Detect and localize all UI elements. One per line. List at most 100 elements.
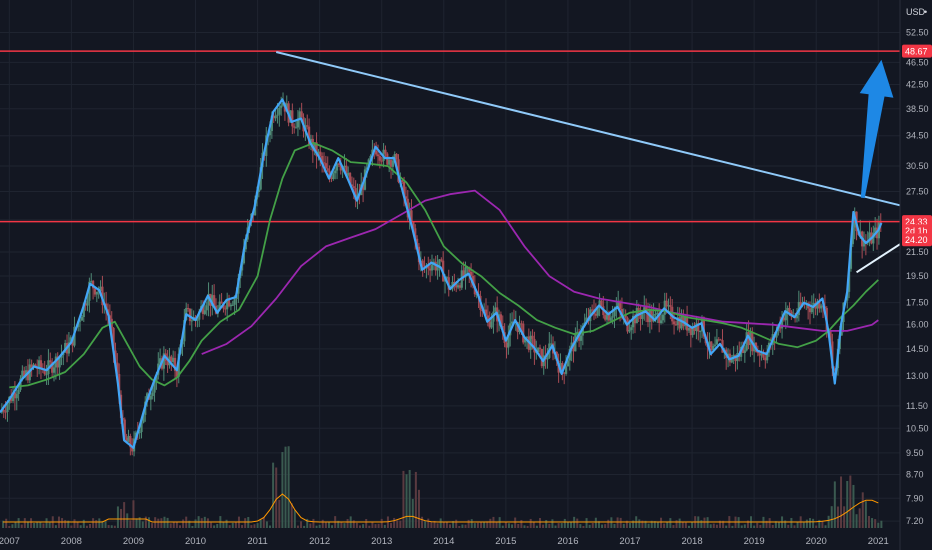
candle-body bbox=[756, 351, 759, 354]
candle-body bbox=[173, 357, 177, 371]
volume-bar bbox=[157, 518, 160, 528]
candle-body bbox=[600, 300, 603, 307]
candle-body bbox=[335, 163, 339, 171]
y-tick-label: 7.90 bbox=[906, 493, 924, 503]
candle-body bbox=[680, 316, 683, 329]
y-tick-label: 9.50 bbox=[906, 448, 924, 458]
volume-bar bbox=[17, 518, 20, 528]
candle-body bbox=[596, 307, 599, 316]
volume-bar bbox=[504, 522, 507, 528]
candle-body bbox=[808, 308, 812, 313]
grid bbox=[0, 0, 900, 528]
x-tick-label: 2014 bbox=[433, 536, 454, 547]
volume-bar bbox=[489, 518, 492, 528]
x-tick-label: 2016 bbox=[557, 536, 578, 547]
candle-body bbox=[717, 339, 720, 341]
candle-body bbox=[665, 300, 668, 307]
trendlines[interactable] bbox=[275, 51, 901, 274]
candle-body bbox=[155, 374, 158, 383]
candle-body bbox=[24, 370, 28, 377]
candle-body bbox=[39, 360, 43, 369]
candle-body bbox=[270, 115, 273, 132]
candle-body bbox=[170, 356, 173, 363]
volume-bar bbox=[684, 522, 687, 528]
candle-body bbox=[710, 341, 713, 351]
volume-bar bbox=[507, 523, 510, 528]
series-ma-short bbox=[9, 142, 879, 389]
x-tick-label: 2012 bbox=[309, 536, 330, 547]
volume-bar bbox=[343, 523, 346, 528]
volume-bar bbox=[405, 474, 408, 528]
x-tick-label: 2008 bbox=[61, 536, 82, 547]
volume-bar bbox=[439, 518, 442, 528]
candle-body bbox=[639, 314, 642, 319]
volume-bar bbox=[833, 481, 836, 528]
volume-bar bbox=[501, 525, 504, 528]
price-badge-label: 24.20 bbox=[905, 235, 928, 245]
candle-body bbox=[743, 350, 746, 353]
volume-bar bbox=[160, 518, 163, 528]
candle-body bbox=[438, 259, 441, 267]
volume-bar bbox=[262, 516, 265, 528]
volume-bar bbox=[169, 523, 172, 528]
volume-bar bbox=[455, 519, 458, 528]
candle-body bbox=[352, 186, 355, 189]
volume-bar bbox=[855, 514, 858, 528]
volume-bar bbox=[765, 520, 768, 528]
candle-body bbox=[630, 327, 633, 331]
volume-bar bbox=[818, 519, 821, 528]
volume-bar bbox=[315, 525, 318, 528]
volume-bar bbox=[98, 518, 101, 528]
volume-bar bbox=[629, 523, 631, 528]
candle-body bbox=[205, 305, 208, 311]
x-tick-label: 2007 bbox=[0, 536, 20, 547]
candle-body bbox=[810, 307, 813, 313]
candle-body bbox=[585, 317, 588, 323]
time-axis[interactable]: 2007 2008 2009 2010 2011 2012 2013 2014 2015 2016… bbox=[0, 536, 889, 547]
volume-bar bbox=[337, 520, 340, 528]
volume-bar bbox=[557, 523, 560, 528]
candle-body bbox=[470, 271, 473, 276]
volume-bar bbox=[771, 524, 774, 528]
up-arrow[interactable] bbox=[859, 59, 894, 199]
volume-bar bbox=[371, 521, 374, 528]
candle-body bbox=[88, 281, 91, 301]
volume-bar bbox=[172, 521, 175, 528]
candle-body bbox=[142, 414, 145, 423]
candle-body bbox=[116, 362, 119, 375]
volume-bar bbox=[200, 518, 203, 528]
horizontal-lines[interactable] bbox=[0, 50, 900, 223]
volume-bar bbox=[638, 519, 641, 528]
volume-bar bbox=[79, 525, 82, 528]
candle-body bbox=[376, 154, 380, 157]
volume-bar bbox=[95, 520, 98, 528]
volume-bar bbox=[33, 522, 36, 528]
candle-body bbox=[276, 114, 279, 116]
candle-body bbox=[90, 280, 93, 282]
volume-bar bbox=[424, 521, 427, 528]
candle-body bbox=[712, 345, 715, 351]
volume-bar bbox=[300, 521, 303, 528]
volume-bar bbox=[545, 520, 548, 528]
candle-body bbox=[2, 409, 5, 412]
candle-body bbox=[347, 172, 350, 176]
volume-bar bbox=[737, 517, 740, 528]
candle-body bbox=[395, 154, 398, 160]
volume-bar bbox=[458, 525, 461, 528]
candle-body bbox=[563, 372, 566, 374]
candle-body bbox=[455, 283, 458, 288]
candle-body bbox=[605, 312, 609, 320]
volume-bar bbox=[535, 525, 538, 528]
volume-bar bbox=[470, 519, 473, 528]
candle-body bbox=[153, 382, 156, 393]
volume-bar bbox=[691, 521, 694, 528]
volume-bar bbox=[880, 520, 883, 528]
currency-label[interactable]: USD bbox=[906, 7, 926, 17]
candle-body bbox=[389, 159, 393, 167]
volume-bar bbox=[663, 523, 666, 528]
candle-body bbox=[321, 155, 324, 163]
y-tick-label: 34.50 bbox=[906, 131, 929, 141]
candle-body bbox=[862, 241, 866, 247]
